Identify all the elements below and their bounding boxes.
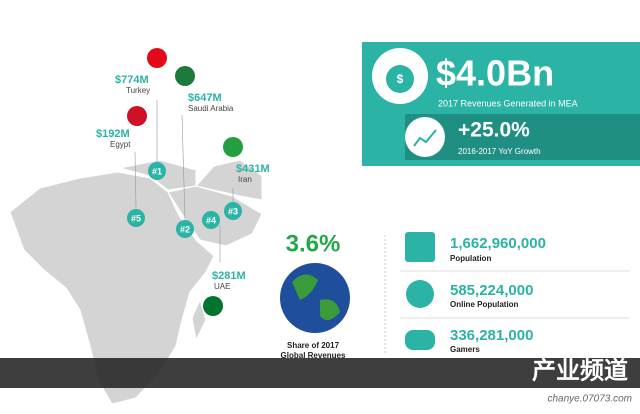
country-amount: $192M — [96, 128, 130, 140]
stat-label: Online Population — [450, 300, 519, 309]
headline-value: $4.0Bn — [436, 53, 554, 94]
watermark-bar — [0, 358, 640, 388]
globe — [280, 263, 350, 333]
stat-value: 336,281,000 — [450, 327, 533, 344]
country-name: Turkey — [126, 86, 150, 95]
leader-lines — [134, 100, 234, 262]
flag-iran — [223, 137, 243, 157]
svg-text:$: $ — [397, 72, 404, 86]
map-markers — [127, 162, 242, 238]
stat-value: 1,662,960,000 — [450, 235, 546, 252]
growth-caption: 2016-2017 YoY Growth — [458, 147, 541, 156]
marker-label: #3 — [228, 206, 238, 216]
growth-icon — [405, 117, 445, 157]
stat-label: Gamers — [450, 345, 480, 354]
country-amount: $431M — [236, 163, 270, 175]
watermark-url: chanye.07073.com — [547, 394, 632, 405]
population-icon — [405, 232, 435, 262]
flag-uae — [203, 296, 223, 316]
stat-value: 585,224,000 — [450, 282, 533, 299]
watermark-title: 产业频道 — [532, 356, 628, 384]
flag-saudi-arabia — [175, 66, 195, 86]
country-amount: $774M — [115, 74, 149, 86]
country-amount: $647M — [188, 92, 222, 104]
country-name: Iran — [238, 175, 252, 184]
country-name: UAE — [214, 282, 230, 291]
country-amount: $281M — [212, 270, 246, 282]
flag-turkey — [147, 48, 167, 68]
share-value: 3.6% — [286, 230, 341, 257]
stat-label: Population — [450, 254, 491, 263]
online-icon — [406, 280, 434, 308]
marker-label: #4 — [206, 215, 216, 225]
growth-value: +25.0% — [458, 119, 530, 142]
share-caption: Global Revenues — [281, 351, 346, 360]
marker-label: #2 — [180, 224, 190, 234]
headline-caption: 2017 Revenues Generated in MEA — [438, 98, 578, 108]
flag-egypt — [127, 106, 147, 126]
country-name: Egypt — [110, 140, 131, 149]
share-caption: Share of 2017 — [287, 341, 340, 350]
marker-label: #5 — [131, 213, 141, 223]
marker-label: #1 — [152, 166, 162, 176]
country-name: Saudi Arabia — [188, 104, 234, 113]
gamers-icon — [405, 330, 435, 350]
